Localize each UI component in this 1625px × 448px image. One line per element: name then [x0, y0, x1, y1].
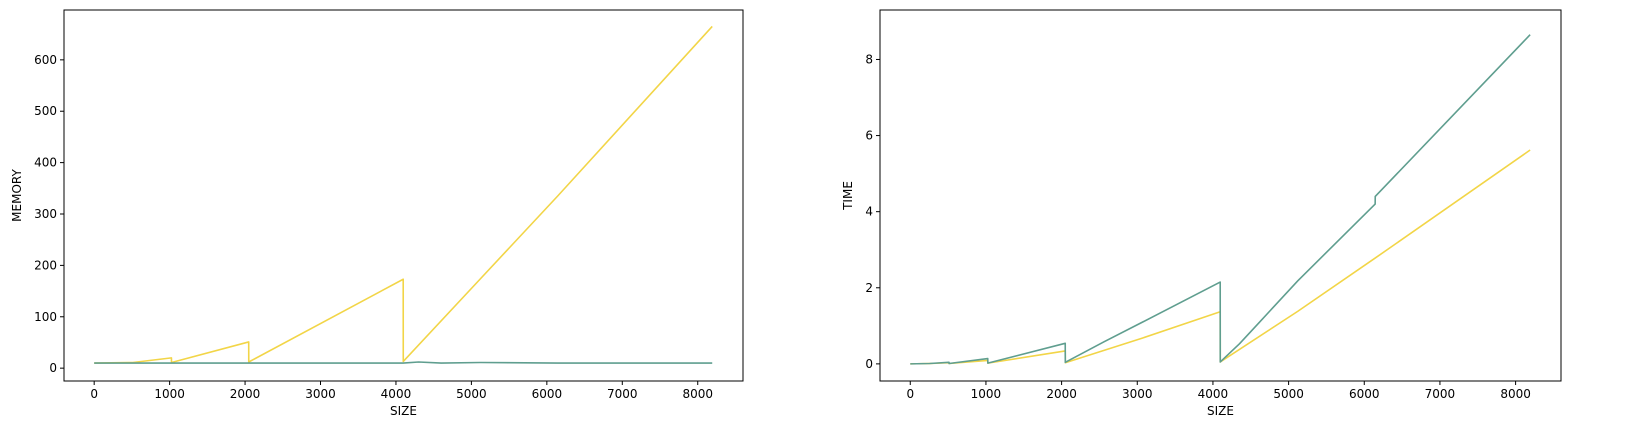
- memory-x-tick-label: 7000: [607, 387, 638, 401]
- memory-x-tick-label: 3000: [305, 387, 336, 401]
- time-x-tick-label: 6000: [1349, 387, 1380, 401]
- time-x-tick-label: 2000: [1046, 387, 1077, 401]
- time-y-tick-label: 8: [865, 52, 873, 66]
- memory-x-tick-label: 8000: [682, 387, 713, 401]
- memory-y-tick-label: 400: [34, 156, 57, 170]
- time-x-tick-label: 0: [906, 387, 914, 401]
- memory-series-group: [94, 25, 713, 364]
- time-series-group: [910, 34, 1531, 365]
- memory-x-tick-label: 2000: [230, 387, 261, 401]
- time-x-tick-label: 1000: [971, 387, 1002, 401]
- time-x-tick-label: 4000: [1198, 387, 1229, 401]
- memory-x-axis-label: SIZE: [390, 404, 417, 418]
- time-plot-frame: [879, 9, 1562, 382]
- memory-y-tick-label: 100: [34, 310, 57, 324]
- memory-chart: 0 1000 2000 3000 4000 5000 6000 7000 8000 0 100 200…: [10, 9, 744, 418]
- memory-series-line-yellow: [94, 25, 713, 364]
- memory-y-axis-label: MEMORY: [10, 169, 24, 222]
- time-y-tick-label: 6: [865, 129, 873, 143]
- time-x-tick-label: 8000: [1500, 387, 1531, 401]
- time-series-line-green: [910, 34, 1531, 365]
- memory-plot-frame: [63, 9, 744, 382]
- memory-x-tick-label: 0: [90, 387, 98, 401]
- time-y-tick-label: 4: [865, 205, 873, 219]
- time-x-tick-label: 7000: [1425, 387, 1456, 401]
- time-y-tick-label: 0: [865, 357, 873, 371]
- memory-y-tick-label: 600: [34, 53, 57, 67]
- memory-x-tick-label: 4000: [381, 387, 412, 401]
- memory-y-tick-label: 0: [49, 361, 57, 375]
- memory-x-tick-label: 6000: [532, 387, 563, 401]
- memory-y-tick-label: 500: [34, 104, 57, 118]
- time-x-axis-label: SIZE: [1207, 404, 1234, 418]
- memory-y-tick-label: 300: [34, 207, 57, 221]
- time-y-axis-label: TIME: [841, 181, 855, 211]
- time-y-tick-label: 2: [865, 281, 873, 295]
- time-x-tick-label: 5000: [1273, 387, 1304, 401]
- time-x-tick-label: 3000: [1122, 387, 1153, 401]
- memory-series-line-green: [94, 361, 713, 364]
- time-chart: 0 1000 2000 3000 4000 5000 6000 7000 8000 0 2 4 6 8 SI…: [841, 9, 1562, 418]
- memory-x-tick-label: 5000: [456, 387, 487, 401]
- memory-x-tick-label: 1000: [154, 387, 185, 401]
- memory-y-tick-label: 200: [34, 258, 57, 272]
